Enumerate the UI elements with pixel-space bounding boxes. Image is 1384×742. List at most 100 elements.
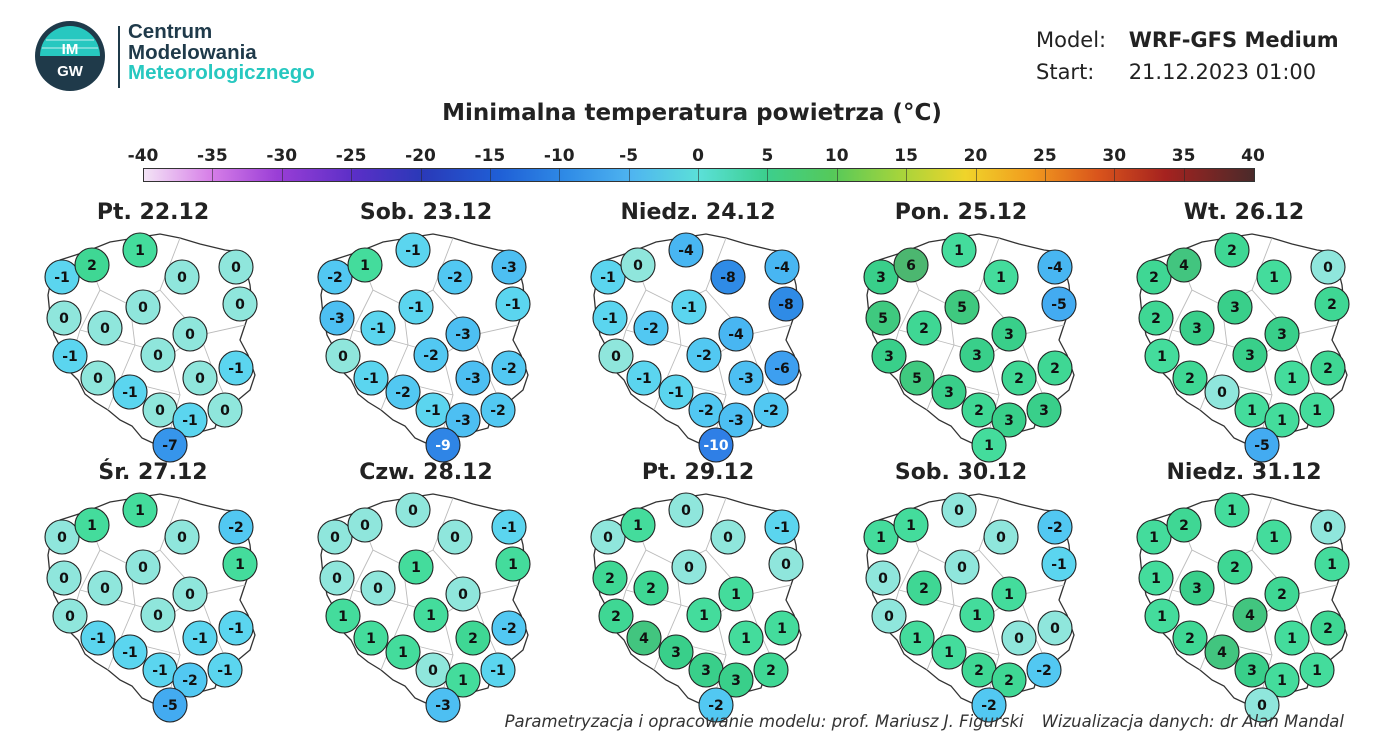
temperature-bubble [140,337,176,373]
temperature-bubble [125,549,161,585]
temperature-bubble [182,620,218,656]
temperature-value: 3 [1230,300,1240,316]
temperature-value: 2 [1327,297,1337,313]
colorbar-tick-label: 40 [1241,146,1265,166]
station-marker: 1 [1299,392,1335,428]
temperature-bubble [633,570,669,606]
colorbar-divider [1183,168,1185,182]
station-marker: 1 [983,259,1019,295]
station-marker: 1 [122,492,158,528]
temperature-value: 0 [781,557,791,573]
temperature-bubble [87,570,123,606]
temperature-value: 1 [426,608,436,624]
station-marker: -4 [718,316,754,352]
day-title: Sob. 30.12 [894,460,1028,485]
station-marker: -2 [218,509,254,545]
station-marker: -3 [718,402,754,438]
station-marker: 2 [991,662,1027,698]
temperature-bubble [728,360,764,396]
temperature-value: 0 [1257,698,1267,714]
station-marker: 2 [753,652,789,688]
temperature-value: 1 [338,609,348,625]
station-marker: 2 [961,652,997,688]
day-title: Śr. 27.12 [98,460,208,485]
temperature-bubble [698,427,734,463]
temperature-value: 3 [884,349,894,365]
temperature-bubble [491,610,527,646]
station-marker: -3 [445,402,481,438]
temperature-value: 2 [1151,311,1161,327]
station-marker: -4 [764,249,800,285]
temperature-value: 1 [1157,609,1167,625]
temperature-value: 0 [954,503,964,519]
temperature-value: 0 [1323,520,1333,536]
station-marker: 1 [686,597,722,633]
temperature-bubble [1037,350,1073,386]
station-marker: 0 [944,549,980,585]
temperature-value: 1 [1004,587,1014,603]
temperature-bubble [152,427,188,463]
station-marker: 0 [325,338,361,374]
temperature-value: 0 [633,258,643,274]
temperature-bubble [686,337,722,373]
temperature-value: 2 [605,571,615,587]
colorbar-tick-label: 30 [1102,146,1127,166]
station-marker: 0 [710,519,746,555]
temperature-bubble [491,509,527,545]
station-marker: 2 [1217,549,1253,585]
temperature-bubble [46,300,82,336]
temperature-value: 2 [1277,587,1287,603]
day-map: -2 1 -1 -2 -3 -1 -3 -1 -1 -3 0 -2 -1 -3 -2 -2 -1 -3 -2 -9 [317,232,531,463]
temperature-value: -1 [90,631,106,647]
temperature-bubble [1138,300,1174,336]
station-marker: -2 [491,350,527,386]
station-marker: 5 [944,289,980,325]
temperature-value: -1 [62,349,78,365]
temperature-bubble [1166,507,1202,543]
temperature-value: 1 [1327,557,1337,573]
station-marker: 0 [46,560,82,596]
temperature-value: 3 [972,348,982,364]
temperature-value: 0 [153,348,163,364]
temperature-bubble [1274,620,1310,656]
station-marker: 0 [207,392,243,428]
temperature-value: 2 [1014,371,1024,387]
station-marker: 0 [590,519,626,555]
temperature-value: 0 [177,530,187,546]
temperature-value: -1 [228,361,244,377]
temperature-bubble [620,247,656,283]
temperature-value: 0 [373,581,383,597]
temperature-value: -3 [501,260,517,276]
temperature-bubble [620,507,656,543]
temperature-value: 5 [957,300,967,316]
temperature-value: 1 [1149,530,1159,546]
station-marker: 0 [52,598,88,634]
temperature-value: -3 [455,327,471,343]
station-marker: 1 [941,232,977,268]
temperature-value: 1 [996,270,1006,286]
station-marker: -5 [152,687,188,723]
temperature-value: 4 [1179,258,1189,274]
temperature-value: 1 [1312,663,1322,679]
station-marker: 0 [347,507,383,543]
temperature-value: -1 [228,621,244,637]
temperature-value: 2 [766,663,776,679]
station-marker: 2 [1136,259,1172,295]
station-marker: 3 [1179,310,1215,346]
temperature-value: 0 [330,530,340,546]
station-marker: 0 [164,519,200,555]
temperature-value: 0 [878,571,888,587]
temperature-bubble [46,560,82,596]
temperature-bubble [347,507,383,543]
temperature-value: 0 [408,503,418,519]
temperature-bubble [764,610,800,646]
temperature-value: -2 [395,385,411,401]
station-marker: -2 [385,374,421,410]
colorbar-divider [906,168,908,182]
temperature-bubble [971,427,1007,463]
station-marker: -3 [455,360,491,396]
station-marker: 3 [718,662,754,698]
station-marker: 1 [971,427,1007,463]
temperature-bubble [218,350,254,386]
station-marker: 1 [991,576,1027,612]
